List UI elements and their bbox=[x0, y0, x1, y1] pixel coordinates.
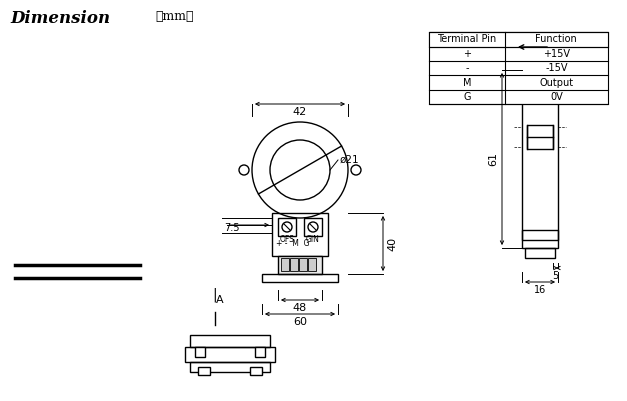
Text: 61: 61 bbox=[488, 152, 498, 166]
Text: G: G bbox=[463, 92, 471, 102]
Bar bbox=[278, 256, 322, 274]
Text: OFS: OFS bbox=[280, 235, 295, 243]
Text: -: - bbox=[465, 63, 469, 73]
Bar bbox=[255, 347, 265, 357]
Text: 5: 5 bbox=[552, 271, 559, 281]
Text: +15V: +15V bbox=[543, 49, 570, 59]
Text: 40: 40 bbox=[387, 237, 397, 251]
Text: A: A bbox=[216, 295, 224, 305]
Bar bbox=[272, 213, 328, 256]
Bar bbox=[527, 125, 553, 149]
Bar bbox=[525, 248, 555, 258]
Text: Terminal Pin: Terminal Pin bbox=[438, 34, 497, 44]
Bar bbox=[190, 362, 270, 372]
Text: |: | bbox=[213, 288, 218, 302]
Bar bbox=[185, 347, 275, 362]
Text: 42: 42 bbox=[293, 107, 307, 117]
Bar bbox=[522, 70, 558, 240]
Bar bbox=[278, 218, 296, 236]
Bar bbox=[429, 32, 608, 47]
Bar bbox=[299, 258, 307, 271]
Text: Dimension: Dimension bbox=[10, 10, 110, 27]
Bar bbox=[526, 55, 554, 73]
Bar bbox=[281, 258, 289, 271]
Bar bbox=[304, 218, 322, 236]
Text: + -  M  G: + - M G bbox=[276, 239, 310, 247]
Text: 48: 48 bbox=[293, 303, 307, 313]
Text: 7.5: 7.5 bbox=[224, 223, 240, 233]
Text: +: + bbox=[463, 49, 471, 59]
Text: 16: 16 bbox=[534, 285, 546, 295]
Text: Function: Function bbox=[535, 34, 577, 44]
Bar bbox=[195, 347, 205, 357]
Bar bbox=[198, 367, 210, 375]
Bar bbox=[429, 32, 608, 104]
Text: Output: Output bbox=[539, 78, 574, 87]
Text: -15V: -15V bbox=[545, 63, 567, 73]
Text: M: M bbox=[463, 78, 472, 87]
Bar bbox=[250, 367, 262, 375]
Text: 0V: 0V bbox=[550, 92, 563, 102]
Text: （mm）: （mm） bbox=[155, 10, 194, 23]
Bar bbox=[262, 274, 338, 282]
Text: 60: 60 bbox=[293, 317, 307, 327]
Bar bbox=[290, 258, 298, 271]
Bar bbox=[522, 230, 558, 248]
Bar bbox=[190, 335, 270, 347]
Text: GIN: GIN bbox=[306, 235, 320, 243]
Bar bbox=[308, 258, 316, 271]
Text: ø21: ø21 bbox=[340, 155, 360, 165]
